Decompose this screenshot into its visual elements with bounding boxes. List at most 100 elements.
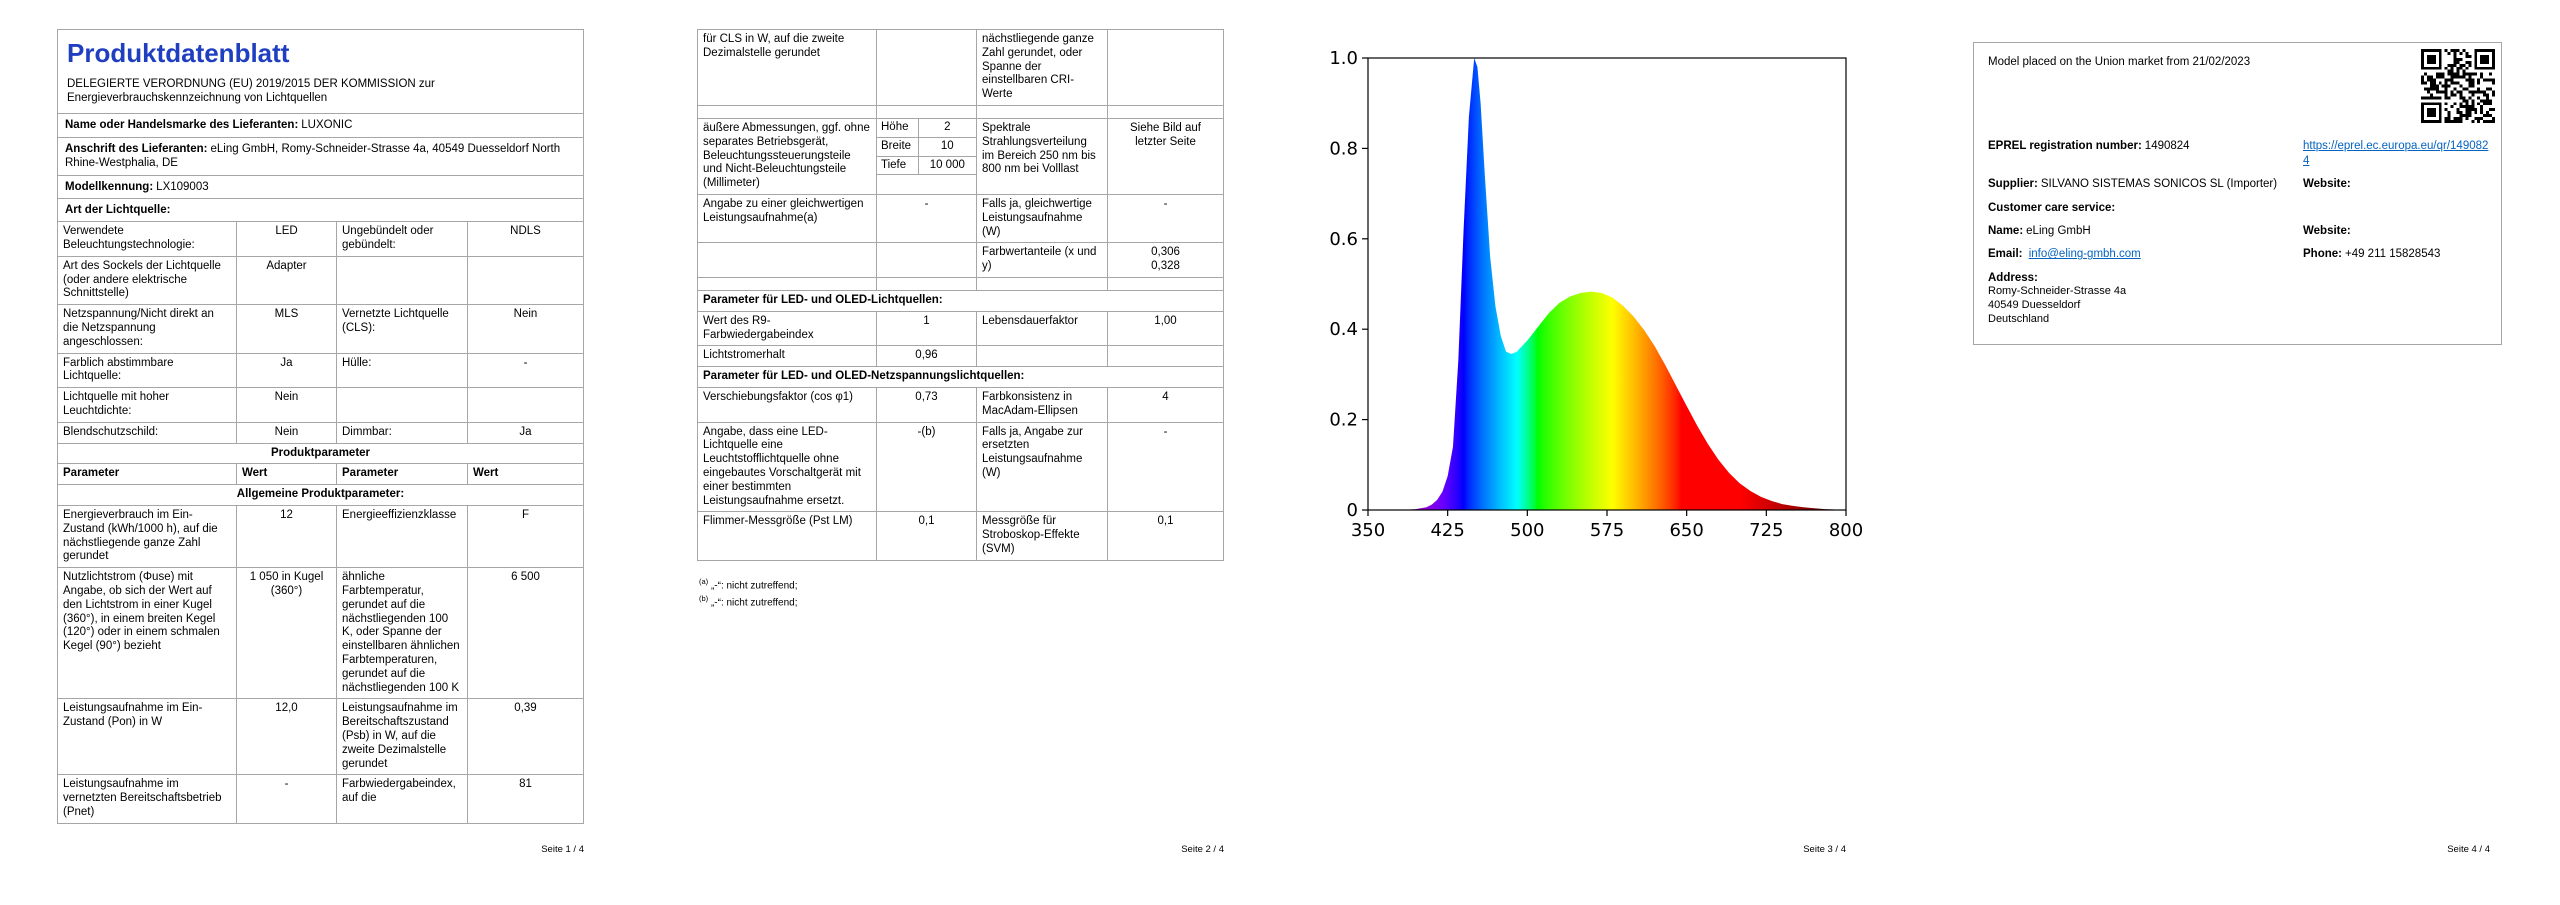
param-value-cell: -(b)	[877, 422, 977, 513]
param-value-cell: -	[237, 775, 337, 824]
column-header-parameter-2: Parameter	[337, 464, 468, 486]
table-row: Leistungsaufnahme im vernetzten Bereitsc…	[58, 775, 584, 824]
page1-table: Produktdatenblatt DELEGIERTE VERORDNUNG …	[57, 29, 584, 824]
param-label-cell: Leistungsaufnahme im vernetzten Bereitsc…	[58, 775, 237, 824]
phone-label: Phone:	[2303, 248, 2342, 261]
page2-table: für CLS in W, auf die zweite Dezimalstel…	[697, 29, 1224, 561]
param-value-cell: 0,1	[1108, 512, 1224, 561]
param-label-cell: Spektrale Strahlungsverteilung im Bereic…	[977, 118, 1108, 195]
eprel-link[interactable]: https://eprel.ec.europa.eu/qr/1490824	[2303, 140, 2489, 167]
param-label-cell: Verwendete Beleuchtungstechnologie:	[58, 222, 237, 257]
axis-tick-label: 800	[1829, 520, 1863, 541]
eprel-value: 1490824	[2144, 140, 2190, 153]
param-label-cell: für CLS in W, auf die zweite Dezimalstel…	[698, 30, 877, 106]
footnote-a-text: „-“: nicht zutreffend;	[710, 580, 798, 592]
param-label-cell: Vernetzte Lichtquelle (CLS):	[337, 305, 468, 354]
care-email-row: Email: info@eling-gmbh.com Phone: +49 211…	[1988, 247, 2487, 261]
care-name-row: Name: eLing GmbH Website:	[1988, 224, 2487, 238]
param-value-cell: Nein	[237, 388, 337, 423]
dimension-row: Tiefe 10 000	[877, 156, 976, 176]
param-label-cell: Netzspannung/Nicht direkt an die Netzspa…	[58, 305, 237, 354]
care-name: Name: eLing GmbH	[1988, 224, 2303, 238]
param-label-cell	[337, 256, 468, 306]
table-row: Verschiebungsfaktor (cos φ1) 0,73 Farbkons…	[698, 387, 1224, 423]
market-date-line: Model placed on the Union market from 21…	[1988, 56, 2251, 68]
param-label-cell: Hülle:	[337, 353, 468, 389]
general-params-header: Allgemeine Produktparameter:	[58, 485, 584, 506]
param-value-cell	[468, 388, 584, 423]
table-row: für CLS in W, auf die zweite Dezimalstel…	[698, 30, 1224, 106]
param-value-cell	[1108, 105, 1224, 119]
footnotes: (a) „-“: nicht zutreffend; (b) „-“: nich…	[697, 577, 1224, 611]
footnote-a-marker: (a)	[699, 576, 709, 586]
footnote-b-marker: (b)	[699, 593, 709, 603]
supplier-address-row: Anschrift des Lieferanten: eLing GmbH, Ro…	[58, 137, 584, 176]
param-label-cell: Ungebündelt oder gebündelt:	[337, 222, 468, 257]
qr-code-svg	[2421, 49, 2495, 123]
table-row: Leistungsaufnahme im Ein-Zustand (Pon) i…	[58, 699, 584, 776]
produktparameter-header: Produktparameter	[58, 443, 584, 465]
param-label-cell	[977, 346, 1108, 368]
param-value-cell	[877, 105, 977, 119]
address-label: Address:	[1988, 271, 2038, 284]
page3-footer: Seite 3 / 4	[1803, 844, 1846, 855]
care-website-cell: Website:	[2303, 224, 2489, 238]
param-value-cell	[468, 256, 584, 306]
param-label-cell: Leistungsaufnahme im Bereitschaftszustan…	[337, 699, 468, 776]
param-label-cell: Falls ja, Angabe zur ersetzten Leistungs…	[977, 422, 1108, 513]
param-value-cell: Ja	[237, 353, 337, 389]
name-value: eLing GmbH	[2026, 224, 2091, 237]
page-4-market-info: Model placed on the Union market from 21…	[1973, 42, 2502, 345]
page-1-produktdatenblatt: Produktdatenblatt DELEGIERTE VERORDNUNG …	[57, 29, 584, 824]
footnote-b: (b) „-“: nicht zutreffend;	[699, 594, 1224, 611]
param-value-cell	[877, 30, 977, 106]
param-label-cell: Energieverbrauch im Ein-Zustand (kWh/100…	[58, 506, 237, 569]
param-label-cell: Farbwertanteile (x und y)	[977, 243, 1108, 278]
dimension-label: Tiefe	[877, 156, 919, 176]
dimension-value: 10	[918, 138, 976, 157]
column-header-parameter-1: Parameter	[58, 464, 237, 486]
page-3-spectrum: 350 425 500 575 650 725 800 0 0.2 0.4 0.6 0.8 1.0	[1322, 42, 1870, 554]
param-value-cell: Nein	[468, 305, 584, 354]
param-label-cell: Lebensdauerfaktor	[977, 311, 1108, 347]
eprel-label: EPREL registration number:	[1988, 140, 2142, 153]
param-value-cell	[1108, 30, 1224, 106]
email-link[interactable]: info@eling-gmbh.com	[2028, 248, 2141, 261]
supplier-address-label: Anschrift des Lieferanten:	[65, 142, 208, 155]
light-type-table: Verwendete Beleuchtungstechnologie: LED Un…	[58, 222, 584, 444]
param-value-cell: LED	[237, 222, 337, 257]
regulation-line-1: DELEGIERTE VERORDNUNG (EU) 2019/2015 DER…	[67, 77, 435, 90]
care-email: Email: info@eling-gmbh.com	[1988, 247, 2303, 261]
param-label-cell: ähnliche Farbtemperatur, gerundet auf di…	[337, 568, 468, 700]
param-label-cell: Falls ja, gleichwertige Leistungsaufnahm…	[977, 194, 1108, 244]
param-value-cell: 0,1	[877, 512, 977, 561]
spectral-distribution-area	[1368, 58, 1846, 510]
footnote-a: (a) „-“: nicht zutreffend;	[699, 577, 1224, 594]
param-label-cell: Farbkonsistenz in MacAdam-Ellipsen	[977, 387, 1108, 423]
dimension-row: Höhe 2	[877, 118, 976, 138]
param-label-cell: Farbwiedergabeindex, auf die	[337, 775, 468, 824]
param-label-cell: äußere Abmessungen, ggf. ohne separates …	[698, 118, 877, 195]
dimension-row: Breite 10	[877, 137, 976, 157]
address-line-1: Romy-Schneider-Strasse 4a	[1988, 285, 2127, 297]
supplier-label: Supplier:	[1988, 178, 2038, 191]
param-label-cell: Art des Sockels der Lichtquelle (oder an…	[58, 256, 237, 306]
param-label-cell: Leistungsaufnahme im Ein-Zustand (Pon) i…	[58, 699, 237, 776]
param-value-cell	[1108, 346, 1224, 368]
param-label-cell: Messgröße für Stroboskop-Effekte (SVM)	[977, 512, 1108, 561]
param-label-cell: Nutzlichtstrom (Φuse) mit Angabe, ob sic…	[58, 568, 237, 700]
param-label-cell	[698, 105, 877, 119]
param-label-cell: Farblich abstimmbare Lichtquelle:	[58, 353, 237, 389]
param-value-cell: 0,73	[877, 387, 977, 423]
table-row: Farblich abstimmbare Lichtquelle: Ja Hülle…	[58, 353, 584, 389]
param-value-cell: 0,96	[877, 346, 977, 368]
param-value-cell: 81	[468, 775, 584, 824]
supplier-name-row: Name oder Handelsmarke des Lieferanten: L…	[58, 114, 584, 138]
param-label-cell: Dimmbar:	[337, 422, 468, 444]
param-value-cell: Adapter	[237, 256, 337, 306]
param-value-cell	[877, 277, 977, 291]
supplier-website-cell: Website:	[2303, 177, 2489, 191]
table-row: Angabe, dass eine LED-Lichtquelle eine L…	[698, 422, 1224, 513]
param-value-cell: -	[468, 353, 584, 389]
